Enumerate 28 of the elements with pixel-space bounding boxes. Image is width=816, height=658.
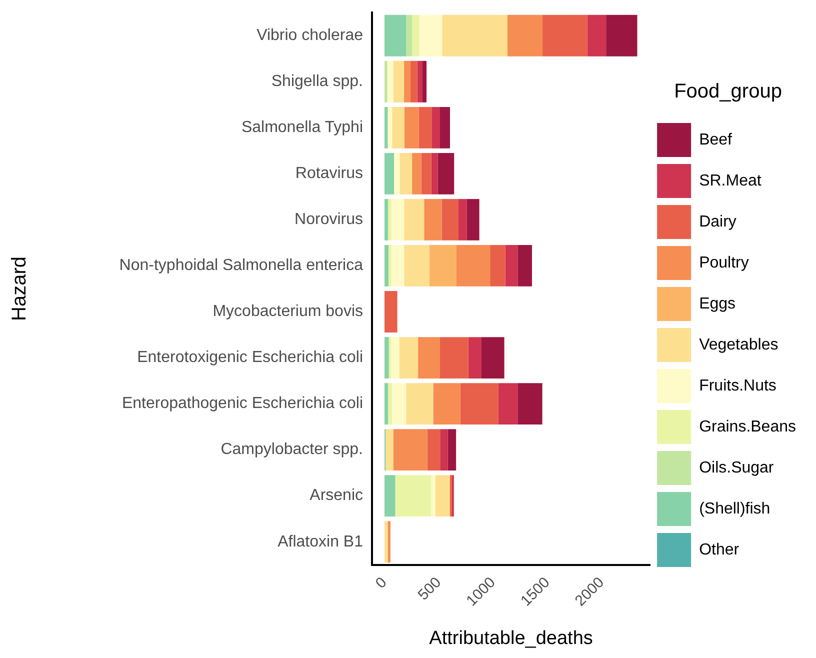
legend-label: Vegetables [699, 336, 778, 354]
legend-label: Fruits.Nuts [699, 377, 776, 394]
y-tick-label: Arsenic [310, 487, 363, 504]
legend-label: Dairy [699, 213, 736, 230]
legend-label: Oils.Sugar [699, 459, 774, 476]
legend-label: Poultry [699, 254, 749, 272]
y-tick-label: Vibrio cholerae [256, 27, 364, 44]
y-tick-label: Shigella spp. [271, 73, 363, 90]
legend-title: Food_group [674, 80, 782, 103]
x-tick-label: 500 [414, 574, 445, 604]
legend-label: (Shell)fish [699, 500, 770, 518]
y-tick-label: Mycobacterium bovis [212, 303, 363, 320]
y-tick-label: Enteropathogenic Escherichia coli [122, 395, 363, 412]
legend-label: SR.Meat [699, 172, 762, 190]
y-tick-label: Norovirus [294, 211, 363, 228]
y-tick-label: Rotavirus [295, 165, 363, 182]
legend-label: Other [699, 541, 740, 558]
y-tick-label: Aflatoxin B1 [278, 533, 364, 550]
y-tick-label: Enterotoxigenic Escherichia coli [137, 349, 363, 366]
x-axis-title: Attributable_deaths [429, 628, 593, 649]
legend-label: Grains.Beans [699, 418, 796, 436]
y-tick-label: Non-typhoidal Salmonella enterica [119, 257, 364, 274]
x-tick-label: 0 [372, 574, 390, 592]
legend-label: Eggs [699, 295, 736, 312]
y-tick-label: Salmonella Typhi [241, 119, 363, 136]
y-axis-title: Hazard [8, 256, 31, 321]
y-tick-label: Campylobacter spp. [220, 441, 363, 458]
legend-label: Beef [699, 131, 733, 148]
